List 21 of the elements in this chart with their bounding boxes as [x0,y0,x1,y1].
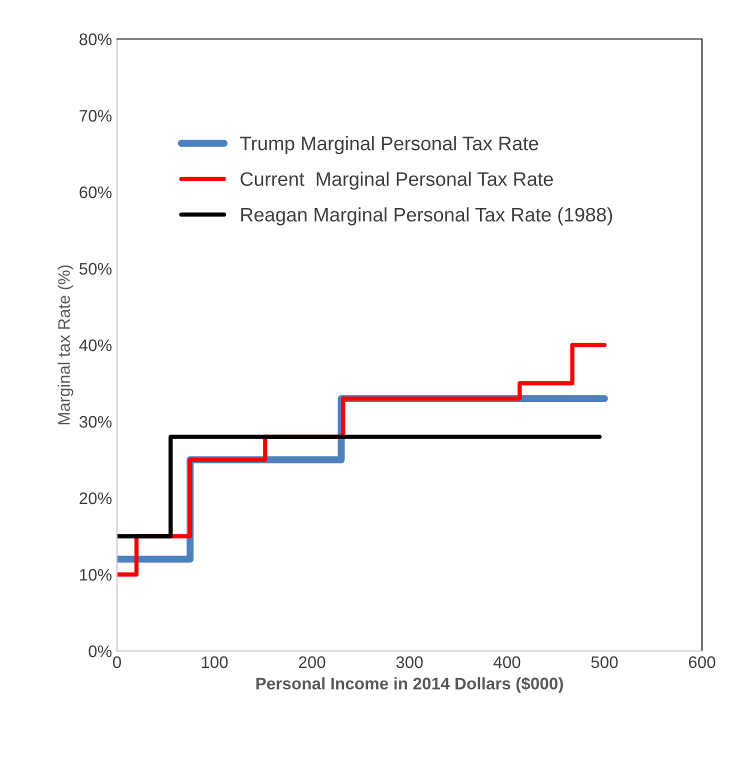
x-tick-label: 400 [493,656,520,668]
y-tick-label: 20% [80,492,112,504]
legend-label: Reagan Marginal Personal Tax Rate (1988) [241,207,612,226]
y-tick-label: 0% [88,645,112,658]
x-tick-label: 100 [202,656,228,668]
x-axis-title: Personal Income in 2014 Dollars ($000) [256,676,563,693]
y-tick-label: 30% [79,416,112,428]
x-tick-label: 0 [113,656,121,668]
y-tick-label: 50% [79,262,112,275]
legend-label: Current Marginal Personal Tax Rate [240,172,553,190]
y-tick-label: 70% [80,110,112,122]
x-tick-label: 200 [298,656,326,668]
y-axis-title: Marginal tax Rate (%) [58,265,74,424]
y-tick-label: 10% [80,568,112,581]
y-tick-label: 40% [79,339,112,352]
y-tick-label: 80% [80,33,112,46]
legend-label: Trump Marginal Personal Tax Rate [240,136,538,154]
x-tick-label: 600 [688,656,716,668]
x-tick-label: 500 [591,656,618,668]
y-tick-label: 60% [80,186,112,198]
x-tick-label: 300 [396,656,423,668]
